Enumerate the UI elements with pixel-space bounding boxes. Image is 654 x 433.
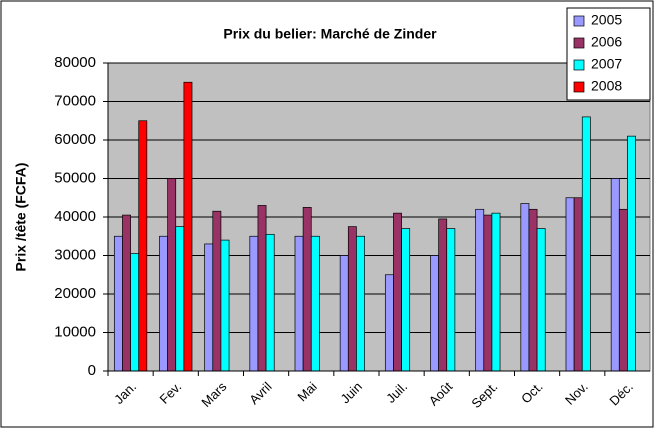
bar: [581, 116, 591, 372]
bar: [113, 235, 123, 372]
bar: [393, 212, 402, 372]
bar: [257, 205, 267, 372]
bar: [302, 207, 312, 372]
legend-label: 2008: [591, 78, 622, 94]
legend-label: 2005: [591, 12, 622, 28]
bar: [212, 210, 222, 372]
legend-swatch: [573, 81, 585, 93]
bar: [167, 178, 177, 372]
bar: [204, 243, 214, 372]
bar: [339, 255, 349, 372]
y-tick-label: 30000: [54, 246, 96, 263]
bar: [627, 135, 636, 372]
bar: [446, 228, 456, 372]
legend-swatch: [573, 37, 585, 49]
bar: [175, 226, 185, 372]
bar: [249, 235, 259, 372]
y-tick-label: 40000: [54, 208, 96, 225]
bar: [610, 178, 620, 372]
bar: [618, 208, 628, 372]
bar: [310, 235, 320, 372]
bar: [483, 214, 493, 372]
bar: [294, 235, 304, 372]
bar: [347, 226, 357, 372]
bar: [130, 253, 140, 372]
legend-label: 2006: [591, 34, 622, 50]
y-axis-label: Prix /tête (FCFA): [13, 163, 29, 272]
y-tick-label: 50000: [54, 169, 96, 186]
legend-label: 2007: [591, 56, 622, 72]
chart-title: Prix du belier: Marché de Zinder: [223, 26, 437, 42]
y-tick-label: 10000: [54, 323, 96, 340]
y-tick-label: 80000: [54, 54, 96, 71]
bar: [573, 197, 583, 372]
legend-swatch: [573, 59, 585, 71]
bar: [159, 235, 168, 372]
bar: [536, 228, 546, 372]
y-tick-label: 60000: [54, 131, 96, 148]
bar: [122, 214, 131, 372]
legend-swatch: [573, 15, 585, 27]
y-tick-label: 70000: [54, 92, 96, 109]
y-tick-label: 20000: [54, 285, 96, 302]
bar: [183, 81, 193, 372]
bar: [138, 120, 148, 372]
bar: [220, 239, 230, 372]
bar: [491, 212, 501, 372]
bar: [565, 197, 575, 372]
bar: [438, 218, 448, 372]
bar: [430, 255, 439, 372]
bar: [401, 228, 411, 372]
bar: [475, 208, 485, 372]
bar: [528, 208, 538, 372]
bar: [520, 203, 530, 372]
bar: [265, 233, 275, 372]
bar: [356, 235, 365, 372]
bar: [384, 274, 394, 372]
y-tick-label: 0: [88, 362, 96, 379]
